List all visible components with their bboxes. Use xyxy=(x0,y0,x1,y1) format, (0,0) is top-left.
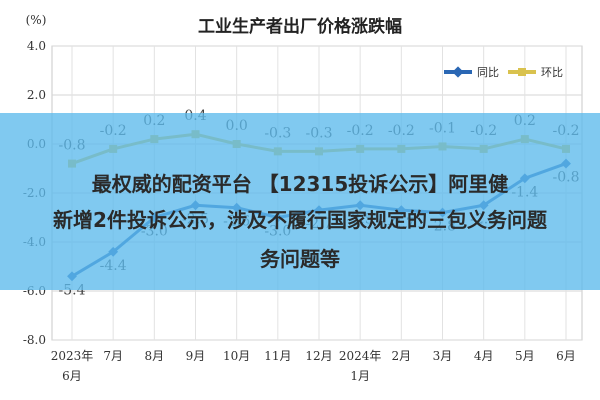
y-tick-label: 4.0 xyxy=(27,39,46,53)
y-tick-label: -8.0 xyxy=(23,333,46,347)
axes: 4.02.00.0-2.0-4.0-6.0-8.02023年6月7月8月9月10… xyxy=(23,39,576,383)
x-tick-label: 8月 xyxy=(145,349,165,363)
legend-label-mom: 环比 xyxy=(541,66,563,79)
x-tick-label: 6月 xyxy=(62,369,82,383)
overlay-text-line-3[interactable]: 务问题等 xyxy=(260,247,340,271)
overlay-text-line-1[interactable]: 最权威的配资平台 【12315投诉公示】阿里健 xyxy=(91,172,509,196)
x-tick-label: 2月 xyxy=(392,349,412,363)
legend-label-yoy: 同比 xyxy=(477,66,499,79)
x-tick-label: 5月 xyxy=(515,349,535,363)
x-tick-label: 3月 xyxy=(433,349,453,363)
overlay-banner[interactable] xyxy=(0,113,600,290)
y-unit-label: (%) xyxy=(26,13,47,27)
x-tick-label: 7月 xyxy=(103,349,123,363)
x-tick-label: 4月 xyxy=(474,349,494,363)
x-tick-label: 11月 xyxy=(264,349,291,363)
chart-title: 工业生产者出厂价格涨跌幅 xyxy=(198,16,402,37)
y-tick-label: 2.0 xyxy=(27,88,46,102)
overlay-text-line-2[interactable]: 新增2件投诉公示，涉及不履行国家规定的三包义务问题 xyxy=(53,208,547,232)
x-tick-label: 12月 xyxy=(305,349,332,363)
x-tick-label: 6月 xyxy=(556,349,576,363)
x-tick-label: 1月 xyxy=(350,369,370,383)
legend-marker-mom xyxy=(518,68,526,76)
x-tick-label: 9月 xyxy=(186,349,206,363)
x-tick-label: 10月 xyxy=(223,349,250,363)
x-tick-label: 2023年 xyxy=(51,349,94,363)
x-tick-label: 2024年 xyxy=(339,349,382,363)
